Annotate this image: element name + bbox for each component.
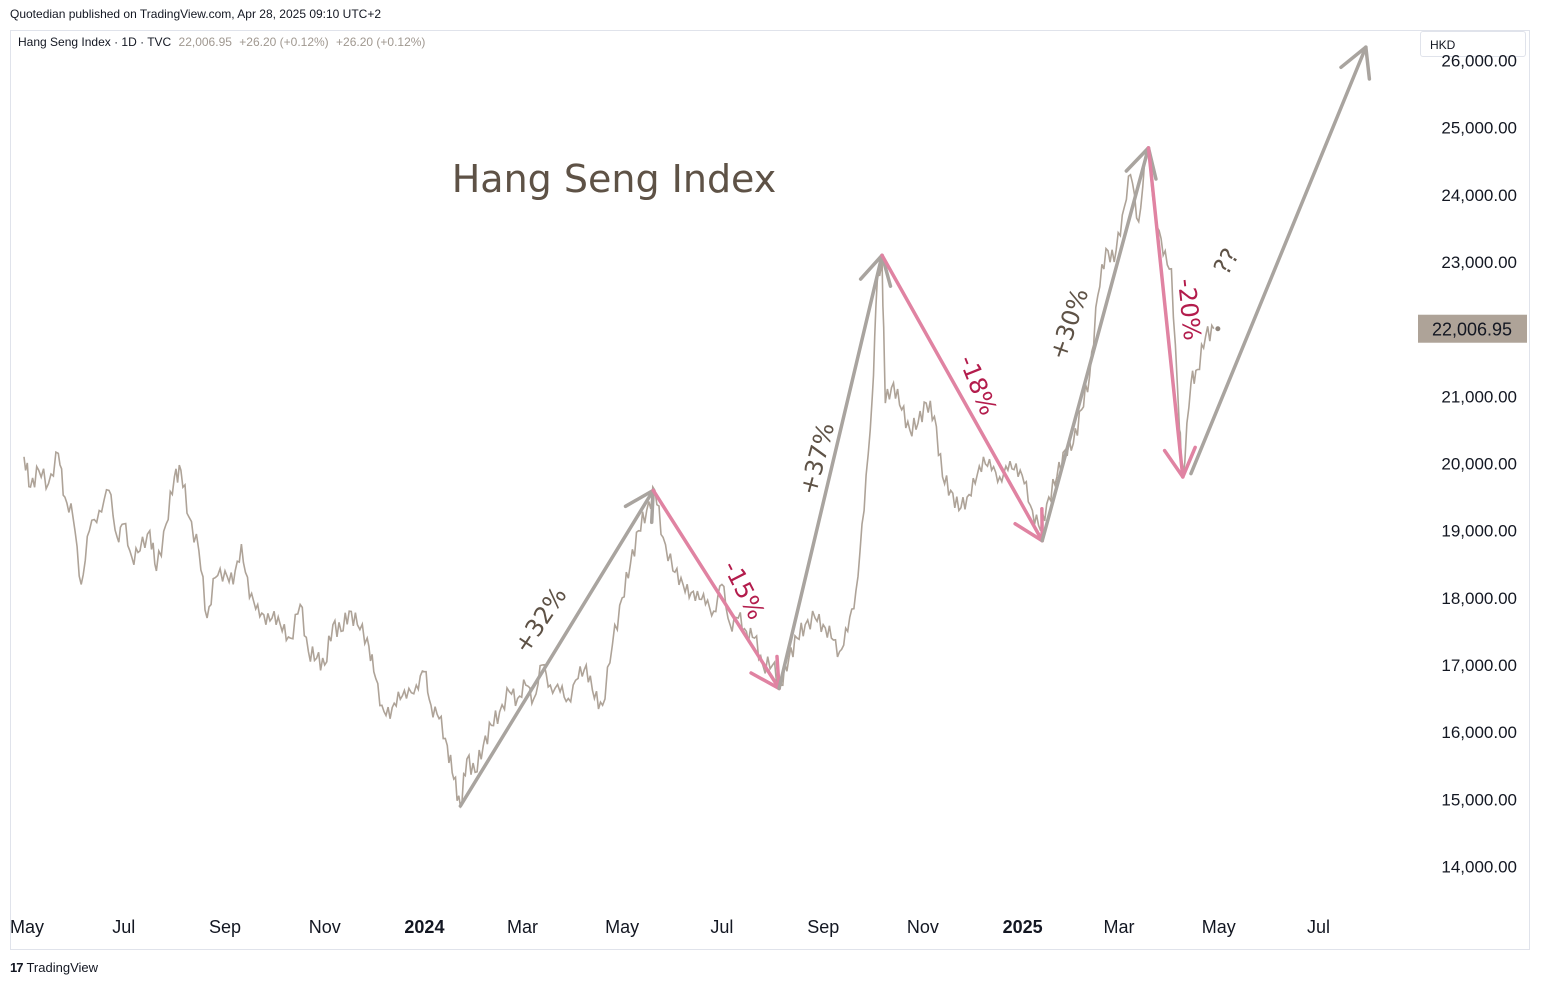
gain-label: +30% bbox=[1044, 285, 1094, 364]
y-tick-label: 21,000.00 bbox=[1441, 387, 1517, 406]
last-price-label: 22,006.95 bbox=[1432, 320, 1512, 340]
legend-last-value: 22,006.95 bbox=[178, 35, 232, 49]
x-tick-label: May bbox=[605, 917, 639, 937]
legend-change-repeat: +26.20 (+0.12%) bbox=[336, 35, 426, 49]
last-price-dot bbox=[1215, 326, 1221, 332]
y-tick-label: 20,000.00 bbox=[1441, 455, 1517, 474]
symbol-legend[interactable]: Hang Seng Index · 1D · TVC 22,006.95 +26… bbox=[18, 35, 425, 49]
x-tick-label: Mar bbox=[507, 917, 538, 937]
y-tick-label: 25,000.00 bbox=[1441, 119, 1517, 138]
currency-button[interactable]: HKD bbox=[1420, 31, 1526, 57]
x-tick-label: Nov bbox=[907, 917, 939, 937]
x-tick-label: 2025 bbox=[1003, 917, 1043, 937]
loss-label: -20% bbox=[1172, 277, 1206, 342]
y-tick-label: 24,000.00 bbox=[1441, 186, 1517, 205]
down-move-arrow[interactable] bbox=[651, 488, 781, 691]
publisher-note: Quotedian published on TradingView.com, … bbox=[10, 7, 382, 21]
y-tick-label: 14,000.00 bbox=[1441, 857, 1517, 876]
x-tick-label: May bbox=[1202, 917, 1236, 937]
x-tick-label: Jul bbox=[112, 917, 135, 937]
legend-change: +26.20 (+0.12%) bbox=[239, 35, 329, 49]
x-tick-label: Mar bbox=[1104, 917, 1135, 937]
y-tick-label: 19,000.00 bbox=[1441, 522, 1517, 541]
y-tick-label: 26,000.00 bbox=[1441, 52, 1517, 71]
loss-label: -18% bbox=[953, 351, 1002, 419]
x-tick-label: Sep bbox=[807, 917, 839, 937]
x-tick-label: Jul bbox=[1307, 917, 1330, 937]
arrow-head bbox=[1162, 445, 1197, 479]
up-move-arrow[interactable] bbox=[1040, 146, 1151, 543]
x-tick-label: 2024 bbox=[404, 917, 444, 937]
y-tick-label: 15,000.00 bbox=[1441, 790, 1517, 809]
tradingview-logo-icon: 17 bbox=[10, 960, 24, 975]
price-series-line[interactable] bbox=[23, 147, 1215, 809]
y-tick-label: 23,000.00 bbox=[1441, 253, 1517, 272]
last-price-tag bbox=[1418, 314, 1527, 343]
tradingview-footer[interactable]: 17 TradingView bbox=[10, 960, 98, 975]
brand-name: TradingView bbox=[26, 960, 99, 975]
x-tick-label: Nov bbox=[309, 917, 341, 937]
x-tick-label: Jul bbox=[710, 917, 733, 937]
up-move-arrow[interactable] bbox=[777, 253, 884, 691]
gain-label: ?? bbox=[1208, 244, 1245, 280]
x-tick-label: Sep bbox=[209, 917, 241, 937]
gain-label: +32% bbox=[508, 582, 572, 659]
up-move-arrow[interactable] bbox=[458, 488, 655, 808]
y-tick-label: 18,000.00 bbox=[1441, 589, 1517, 608]
chart-title: Hang Seng Index bbox=[452, 157, 777, 201]
x-tick-label: May bbox=[10, 917, 44, 937]
up-move-arrow[interactable] bbox=[1189, 45, 1368, 476]
chart-frame bbox=[10, 30, 1530, 950]
arrow-head bbox=[1339, 45, 1372, 81]
y-tick-label: 17,000.00 bbox=[1441, 656, 1517, 675]
down-move-arrow[interactable] bbox=[1146, 146, 1185, 479]
symbol-info: Hang Seng Index · 1D · TVC bbox=[18, 35, 172, 49]
y-tick-label: 16,000.00 bbox=[1441, 723, 1517, 742]
loss-label: -15% bbox=[717, 556, 770, 624]
down-move-arrow[interactable] bbox=[880, 253, 1044, 543]
